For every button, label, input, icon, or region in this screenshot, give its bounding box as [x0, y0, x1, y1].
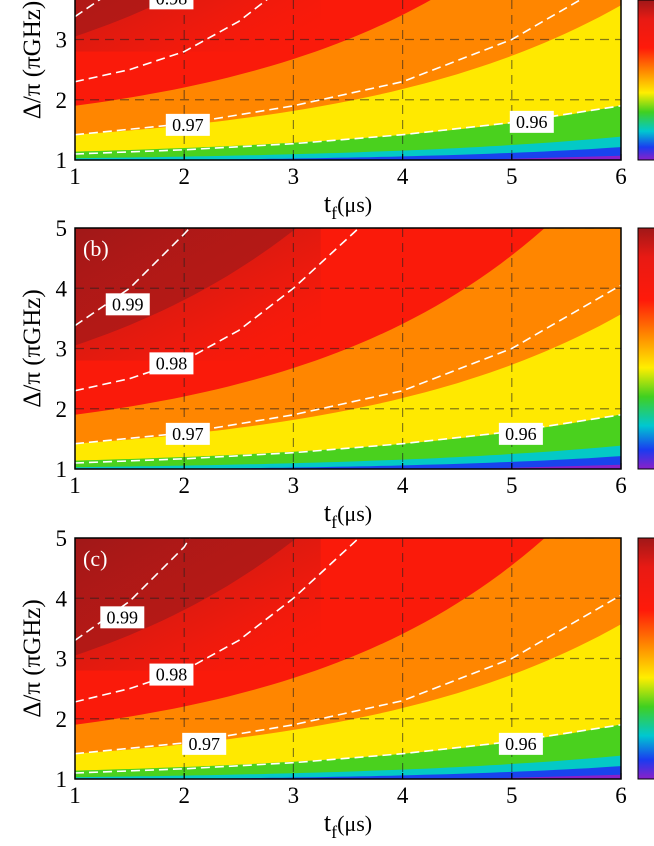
y-axis-label: Δ/π (πGHz)	[19, 1, 46, 119]
dark-corner	[75, 0, 321, 52]
y-axis-label: Δ/π (πGHz)	[19, 289, 46, 407]
x-tick-label: 3	[288, 473, 300, 498]
color-band-3	[75, 314, 621, 469]
color-band-6	[162, 766, 621, 779]
contour-label-bg	[105, 293, 150, 316]
contour-label-bg	[509, 110, 554, 133]
contour-label: 0.98	[156, 665, 188, 685]
contour-label-bg	[149, 663, 194, 686]
violet-tip	[468, 464, 621, 469]
contour-label-bg	[182, 732, 227, 755]
panel-label: (c)	[83, 546, 107, 571]
contour-label: 0.98	[156, 0, 188, 8]
contour-label: 0.97	[172, 115, 204, 135]
contour-label: 0.96	[505, 734, 537, 754]
y-axis-label: Δ/π (πGHz)	[19, 599, 46, 717]
x-axis-label: tf(μs)	[324, 808, 372, 842]
color-band-4	[75, 105, 621, 160]
colorbar	[637, 227, 654, 470]
plot-frame	[74, 0, 622, 161]
x-tick-label: 6	[615, 473, 627, 498]
violet-tip	[468, 155, 621, 160]
panel-label: (b)	[83, 236, 109, 261]
contour-label: 0.96	[516, 112, 548, 132]
violet-tip	[468, 774, 621, 779]
y-tick-label: 3	[56, 28, 68, 53]
x-axis-label: tf(μs)	[324, 189, 372, 223]
x-tick-label: 2	[178, 473, 190, 498]
x-tick-label: 2	[178, 783, 190, 808]
y-tick-label: 2	[56, 397, 68, 422]
panel-3: 0.99 0.98 0.97 0.96 (c) 1 2 3 4 5 6 1 2 3 4 5 tf(μs) Δ/π …	[19, 526, 654, 842]
color-band-3	[75, 5, 621, 160]
x-tick-label: 6	[615, 164, 627, 189]
x-tick-label: 5	[506, 473, 518, 498]
heatmap-area: 0.99 0.98 0.97 0.96	[75, 538, 621, 779]
x-tick-label: 6	[615, 783, 627, 808]
plot-frame	[74, 537, 622, 780]
plot-frame	[74, 227, 622, 470]
y-tick-label: 4	[56, 276, 68, 301]
contour-label: 0.99	[112, 294, 144, 314]
x-tick-label: 1	[69, 473, 81, 498]
y-tick-label: 2	[56, 88, 68, 113]
x-tick-label: 5	[506, 783, 518, 808]
y-tick-label: 1	[56, 767, 68, 792]
color-band-6	[162, 147, 621, 160]
y-tick-label: 5	[56, 526, 68, 551]
y-tick-label: 1	[56, 457, 68, 482]
contour-label-bg	[165, 422, 210, 445]
contour-label-bg	[149, 0, 194, 10]
color-band-6	[162, 456, 621, 469]
y-tick-label: 3	[56, 647, 68, 672]
x-tick-label: 1	[69, 164, 81, 189]
x-tick-label: 4	[397, 164, 409, 189]
contour-line-0.98	[75, 228, 360, 392]
dark-corner	[75, 538, 321, 671]
contour-label-bg	[149, 352, 194, 375]
colorbar	[637, 0, 654, 161]
contour-label: 0.99	[107, 607, 139, 627]
x-tick-label: 3	[288, 164, 300, 189]
y-tick-label: 3	[56, 337, 68, 362]
heatmap-area: 0.990.980.970.96	[75, 0, 621, 160]
contour-label: 0.96	[505, 424, 537, 444]
contour-line-0.97	[75, 594, 621, 755]
contour-label-bg	[498, 732, 543, 755]
contour-label: 0.97	[172, 424, 204, 444]
x-tick-label: 4	[397, 783, 409, 808]
x-tick-label: 1	[69, 783, 81, 808]
colorbar	[637, 537, 654, 780]
x-tick-label: 5	[506, 164, 518, 189]
contour-label-bg	[165, 113, 210, 136]
x-tick-label: 2	[178, 164, 190, 189]
y-tick-label: 5	[56, 216, 68, 241]
y-tick-label: 1	[56, 148, 68, 173]
contour-label-bg	[100, 606, 145, 629]
contour-line-0.98	[75, 538, 360, 703]
x-tick-label: 3	[288, 783, 300, 808]
heatmap-area: 0.99 0.98 0.97 0.96	[75, 228, 621, 469]
x-tick-label: 4	[397, 473, 409, 498]
contour-label: 0.98	[156, 353, 188, 373]
panel-2: 0.99 0.98 0.97 0.96 (b) 1 2 3 4 5 6 1 2 3 4 5 tf(μs) Δ/π …	[19, 216, 654, 532]
color-band-3	[75, 624, 621, 779]
y-tick-label: 4	[56, 586, 68, 611]
contour-label: 0.97	[188, 734, 220, 754]
x-axis-label: tf(μs)	[324, 498, 372, 532]
contour-line-0.98	[75, 0, 268, 83]
contour-line-0.99	[75, 228, 191, 327]
color-band-4	[75, 724, 621, 779]
y-tick-label: 2	[56, 707, 68, 732]
contour-label-bg	[498, 422, 543, 445]
color-band-4	[75, 414, 621, 469]
